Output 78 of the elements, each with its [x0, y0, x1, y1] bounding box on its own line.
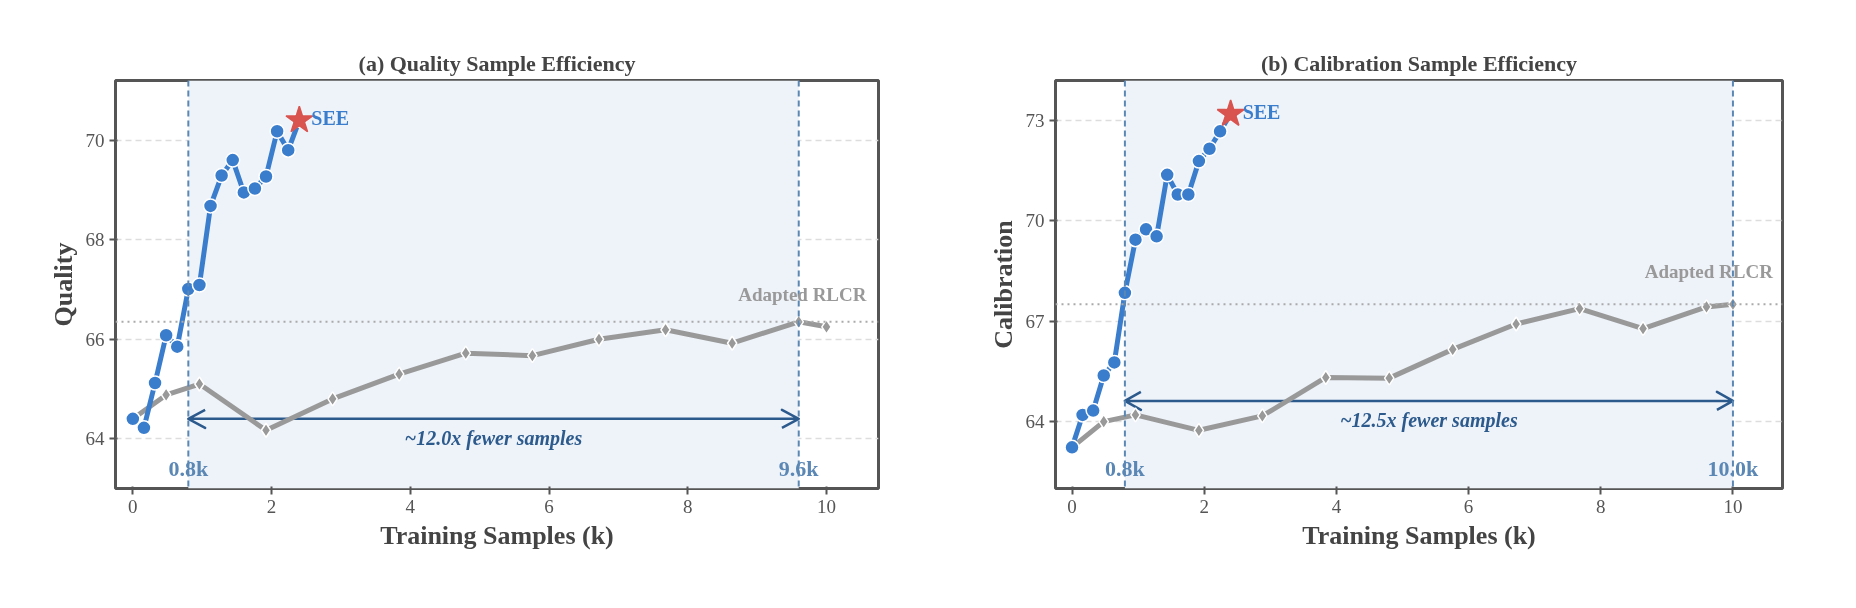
y-tick-label: 70: [85, 129, 105, 151]
point: [1447, 341, 1459, 358]
ref-line-label: ~12.5x fewer samples: [1340, 408, 1518, 432]
point: [1510, 316, 1522, 332]
x-axis-title: Training Samples (k): [380, 520, 614, 550]
series-label: SEE: [311, 107, 350, 130]
point: [1159, 167, 1175, 183]
series-label: Adapted RLCR: [1644, 261, 1774, 283]
point: [1106, 354, 1123, 371]
point: [224, 152, 241, 168]
point: [1212, 123, 1228, 140]
y-tick-label: 73: [1025, 110, 1045, 132]
point: [213, 167, 230, 184]
point: [247, 180, 263, 197]
ref-line-label: 9.6k: [778, 455, 820, 481]
series-label: Adapted RLCR: [738, 283, 867, 305]
x-tick-label: 8: [1596, 495, 1606, 517]
x-tick-label: 2: [266, 495, 277, 517]
x-tick-label: 4: [1331, 495, 1342, 517]
y-tick-label: 70: [1025, 210, 1045, 232]
point: [1574, 300, 1586, 317]
point: [1201, 140, 1218, 157]
x-tick-label: 0: [128, 495, 138, 517]
point: [593, 331, 605, 347]
ref-line-label: 0.8k: [1105, 455, 1146, 481]
point: [169, 338, 185, 355]
x-axis-title: Training Samples (k): [1302, 520, 1536, 550]
y-tick-label: 66: [85, 328, 105, 350]
x-tick-label: 10: [1723, 495, 1743, 517]
point: [1085, 402, 1101, 419]
point: [269, 123, 285, 139]
point: [1117, 285, 1133, 301]
y-tick-label: 68: [85, 229, 105, 251]
point: [1256, 408, 1268, 424]
point: [1127, 231, 1144, 248]
point: [260, 422, 272, 439]
y-tick-label: 67: [1025, 310, 1045, 332]
point: [327, 391, 339, 407]
series-label: SEE: [1242, 100, 1281, 123]
ref-line-label: 10.0k: [1707, 455, 1760, 481]
y-tick-label: 64: [85, 428, 105, 450]
y-tick-label: 64: [1025, 411, 1045, 433]
point: [1320, 369, 1332, 386]
point: [1191, 153, 1207, 169]
x-tick-label: 10: [816, 495, 836, 517]
chart-title: (b) Calibration Sample Efficiency: [1261, 50, 1577, 76]
point: [1637, 320, 1649, 337]
point: [1193, 422, 1205, 439]
point: [1383, 370, 1395, 386]
x-tick-label: 0: [1067, 495, 1077, 517]
point: [1180, 186, 1197, 203]
point: [136, 420, 152, 436]
x-tick-label: 4: [405, 495, 416, 517]
y-axis-title: Quality: [48, 242, 78, 327]
point: [460, 345, 472, 361]
point: [393, 366, 405, 382]
ref-line-label: ~12.0x fewer samples: [404, 426, 583, 450]
ref-line-label: 0.8k: [168, 455, 209, 481]
point: [1148, 228, 1165, 245]
point: [191, 277, 208, 293]
point: [1138, 221, 1154, 238]
point: [1096, 367, 1112, 384]
y-axis-title: Calibration: [988, 219, 1018, 349]
point: [1216, 99, 1245, 127]
x-tick-label: 6: [544, 495, 554, 517]
point: [202, 198, 219, 214]
point: [158, 327, 174, 343]
chart-title: (a) Quality Sample Efficiency: [358, 50, 636, 76]
point: [160, 387, 172, 403]
point: [526, 347, 538, 364]
point: [258, 168, 274, 185]
point: [147, 375, 163, 391]
point: [280, 142, 296, 158]
point: [285, 105, 314, 133]
x-tick-label: 2: [1199, 495, 1209, 517]
point: [726, 335, 738, 351]
x-tick-label: 6: [1463, 495, 1474, 517]
x-tick-label: 8: [683, 495, 693, 517]
